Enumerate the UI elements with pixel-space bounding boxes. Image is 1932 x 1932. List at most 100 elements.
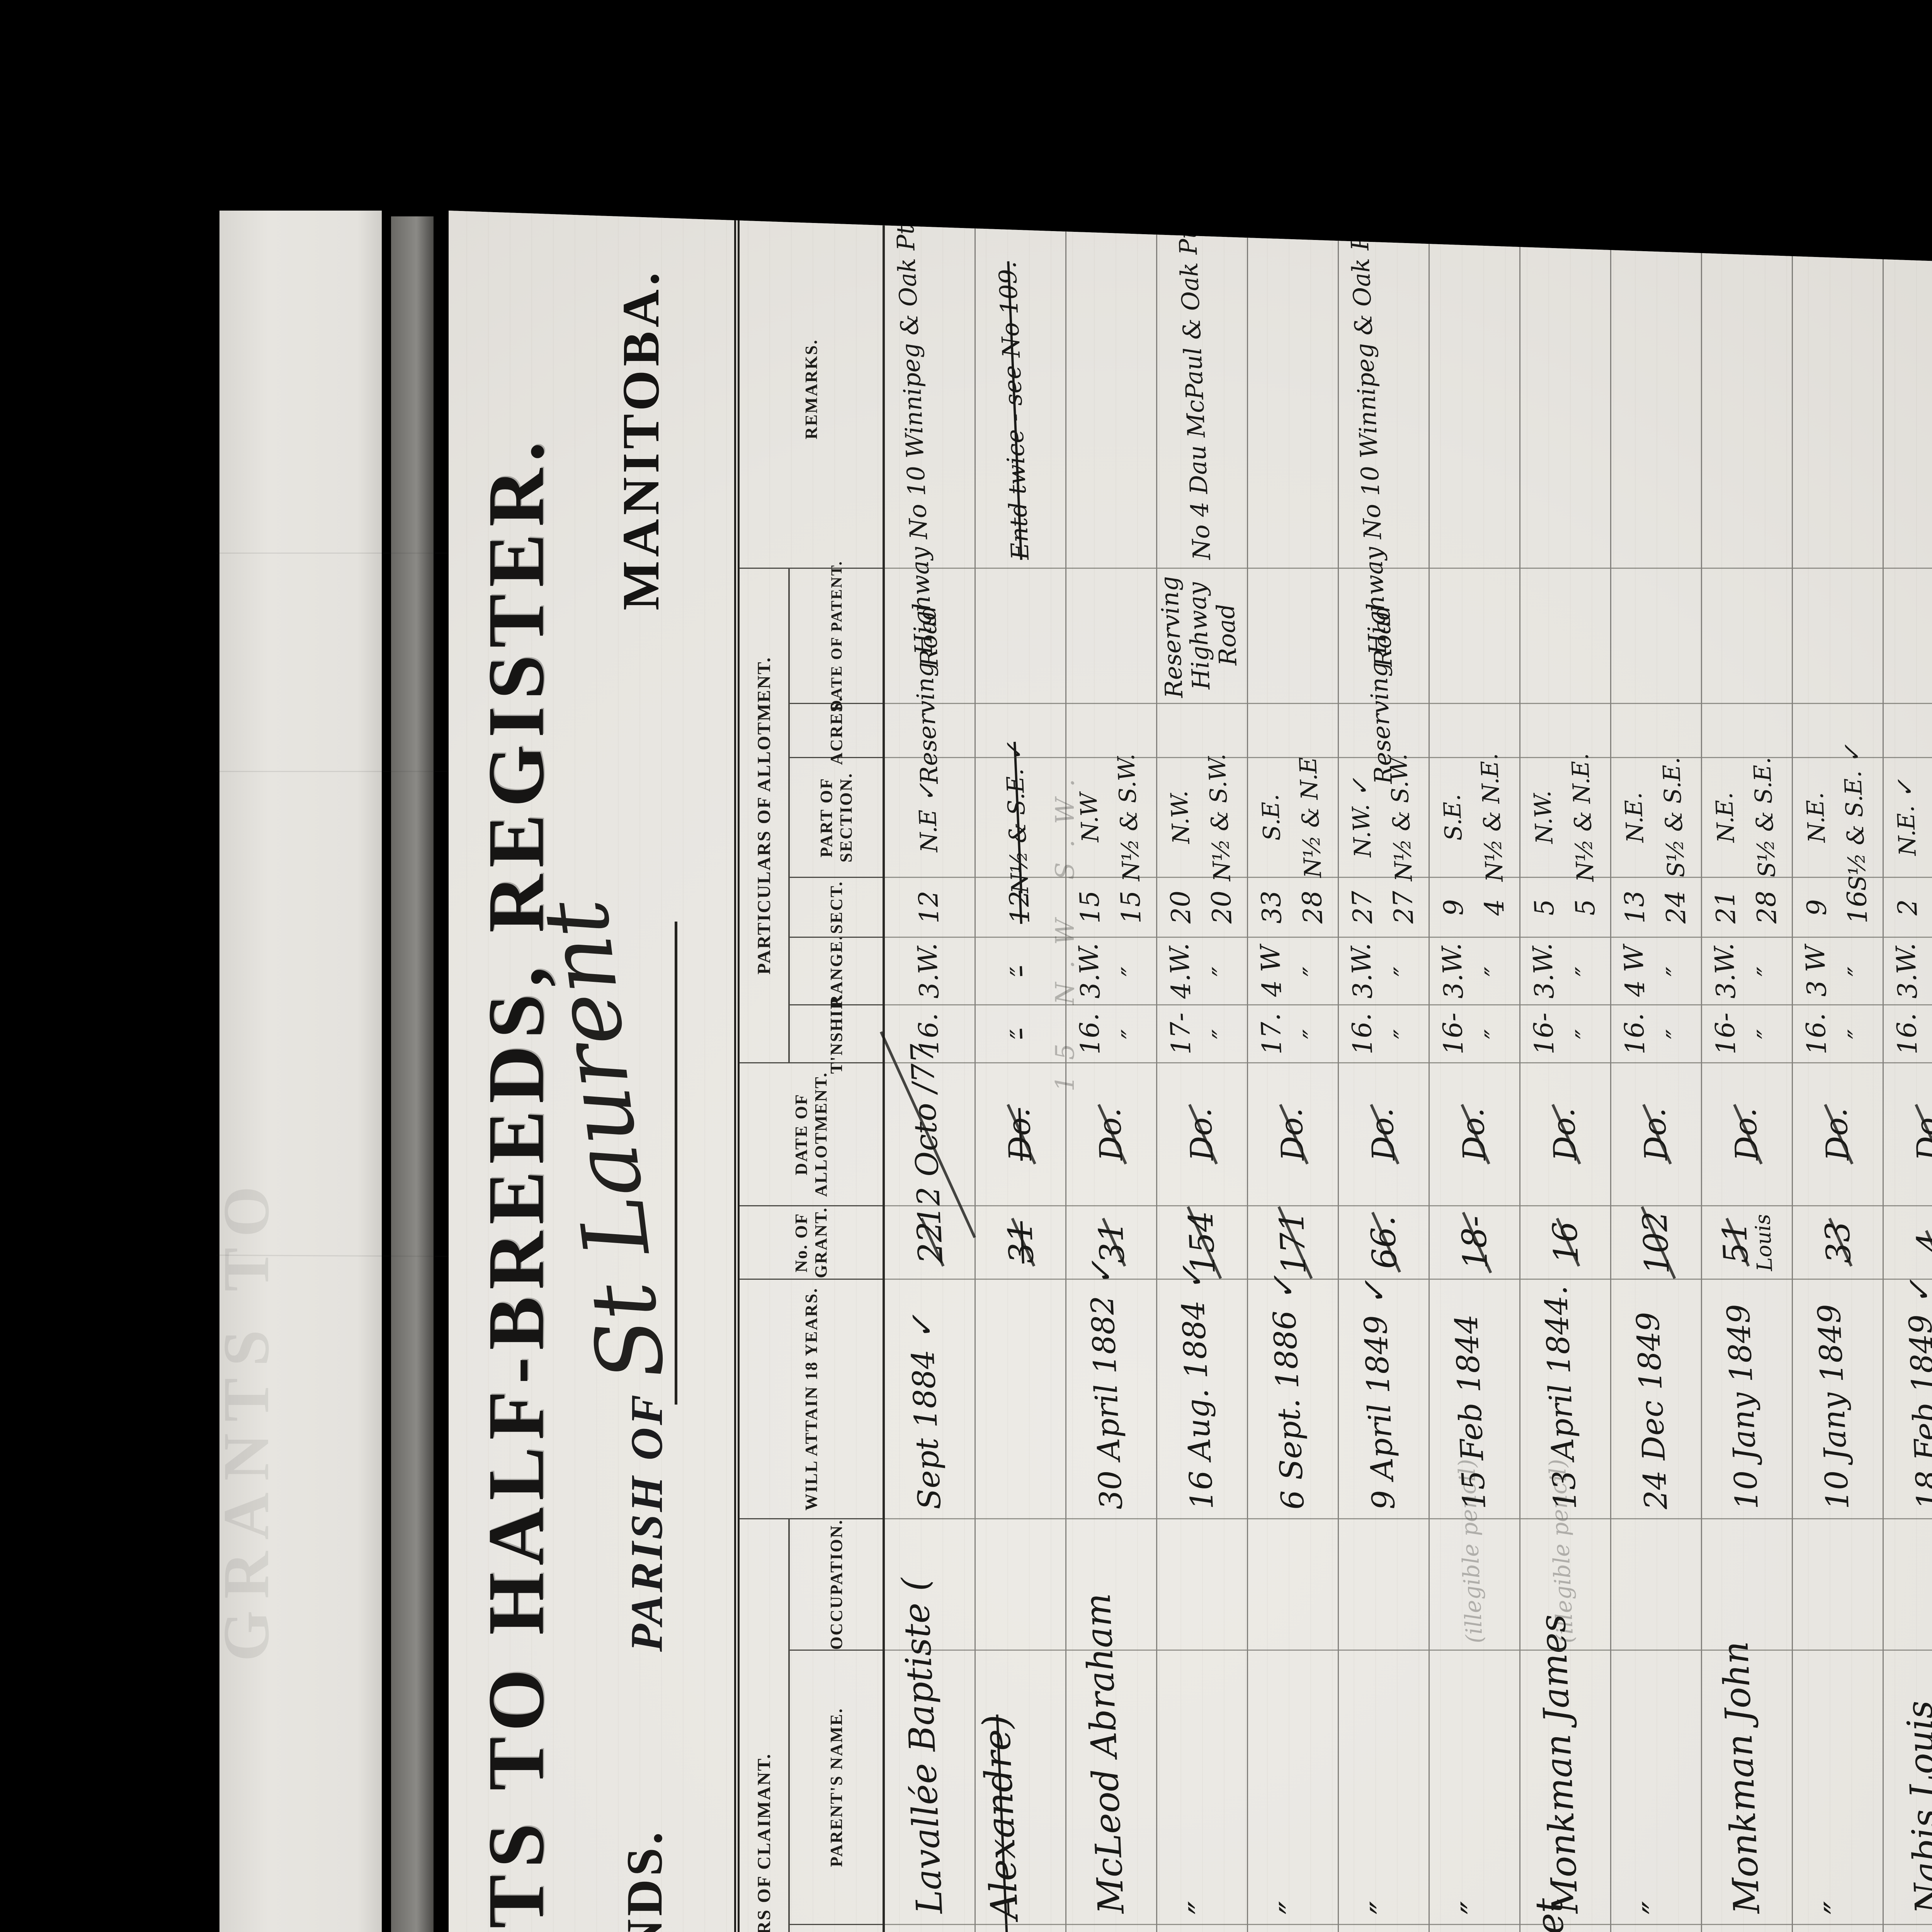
allotment-value: 12: [913, 890, 945, 925]
allotment-value: N½ & S.W.: [1112, 753, 1145, 882]
allotment-value: ″: [1661, 965, 1692, 977]
cell-township: 17- ″: [1157, 1005, 1247, 1063]
cell-acres: [1702, 704, 1792, 758]
cell-acres: [1248, 704, 1338, 758]
header-claimant-group: PARTICULARS OF CLAIMANT.: [740, 1519, 790, 1932]
film-ghost-bleedthrough: GRANTS TO: [209, 1175, 284, 1662]
cell-range: 3.W.: [885, 938, 975, 1005]
will-attain-date: 24 Dec 1849: [1629, 1311, 1674, 1511]
allotment-value: ″: [1005, 965, 1036, 977]
allotment-value: N.E.: [1620, 791, 1649, 844]
allotment-value: ″: [1207, 965, 1238, 977]
allotment-value: ″: [1298, 1028, 1329, 1039]
cell-name: Ellen: [1702, 1925, 1792, 1932]
header-range: RANGE.: [790, 935, 883, 1007]
allotment-date: Do.: [1272, 1107, 1311, 1162]
grant-number: 171: [1272, 1210, 1314, 1275]
cell-range: 3.W. ″: [1702, 938, 1792, 1005]
cell-allotment-date: Do.: [1430, 1063, 1519, 1206]
allotment-value: N½ & N.E: [1294, 756, 1327, 879]
cell-patent-date: [1702, 569, 1792, 704]
cell-patent-date: [1520, 569, 1610, 704]
parent-name: Monkman John: [1714, 1640, 1768, 1915]
table-row: 61/157 McLeod Baptiste ″ 16 Aug. 1884 ✓ …: [1155, 211, 1248, 1932]
cell-township: 16- ″: [1430, 1005, 1519, 1063]
grant-number: 18-: [1454, 1215, 1495, 1270]
allotment-value: ″: [1570, 965, 1601, 977]
cell-grant-no: 171: [1248, 1206, 1338, 1280]
cell-range: 3 W ″: [1793, 938, 1883, 1005]
cell-name: Marie Célina: [1248, 1925, 1338, 1932]
cell-township: 16. ″: [1793, 1005, 1883, 1063]
allotment-value: 16.: [1618, 1012, 1651, 1056]
allotment-value: 16-: [1709, 1012, 1742, 1056]
allotment-value: 4.W.: [1164, 942, 1197, 1000]
allotment-value: ″: [1388, 1028, 1420, 1039]
film-page-edge-sliver: [391, 216, 434, 1932]
cell-grant-no: 16: [1520, 1206, 1610, 1280]
parent-name: ″: [1272, 1900, 1314, 1915]
allotment-value: 5: [1570, 898, 1601, 917]
cell-occupation: [976, 1519, 1065, 1651]
allotment-value: 16.: [1800, 1012, 1833, 1056]
allotment-value: ″: [1479, 1028, 1510, 1039]
allotment-value: 16-: [1437, 1012, 1469, 1056]
cell-remarks: No 4 Dau McPaul & Oak Pt: [1157, 211, 1247, 569]
parent-name: ″: [1453, 1900, 1495, 1915]
cell-will-attain: 30 April 1882 ✓: [1066, 1259, 1156, 1519]
allotment-value: 3.W.: [1709, 942, 1742, 1000]
cell-will-attain: 10 Jany 1849: [1793, 1280, 1883, 1519]
cell-patent-date: Reserving Highway Road: [1155, 569, 1247, 704]
cell-allotment-date: Do.: [1611, 1063, 1701, 1206]
cell-acres: [1520, 704, 1610, 758]
dominion-lands-label: DOMINION LANDS.: [615, 1829, 674, 1932]
header-part-of-section: PART OF SECTION.: [790, 758, 883, 878]
header-parent-name: PARENT'S NAME.: [790, 1651, 883, 1925]
grant-number: 31: [1092, 1220, 1132, 1265]
cell-part-of-section: N.W N½ & S.W.: [1066, 753, 1156, 882]
allotment-value: 13: [1619, 890, 1651, 925]
cell-allotment-date: Do.: [1339, 1063, 1429, 1206]
cell-allotment-date: 12 Octo /77: [885, 1043, 975, 1226]
table-row: 1459/155✓ Lavallée Louis Lavallée Baptis…: [885, 211, 976, 1932]
cell-grant-no: 51 Louis: [1702, 1206, 1792, 1280]
cell-grant-no: 102: [1611, 1206, 1701, 1280]
cell-acres: [1611, 704, 1701, 758]
cell-will-attain: 6 Sept. 1886 ✓: [1248, 1274, 1338, 1519]
will-attain-date: 16 Aug. 1884 ✓: [1173, 1264, 1220, 1511]
film-edge-strip: [219, 211, 382, 1932]
cell-name: Lavallée Louis: [885, 1925, 975, 1932]
will-attain-date: 15 Feb 1844: [1448, 1313, 1493, 1511]
cell-remarks: [1611, 211, 1701, 569]
cell-allotment-date: Do.: [1884, 1063, 1932, 1206]
grant-number: 51: [1715, 1220, 1756, 1265]
cell-section: 22: [1884, 878, 1932, 938]
cell-will-attain: 16 Aug. 1884 ✓: [1157, 1264, 1247, 1519]
cell-remarks: [1520, 211, 1610, 569]
header-remarks: REMARKS.: [740, 211, 883, 569]
allotment-value: ″: [1752, 965, 1783, 977]
allotment-value: 21: [1709, 890, 1742, 925]
cell-occupation: [1066, 1519, 1156, 1651]
allotment-value: ″: [1479, 965, 1510, 977]
allotment-value: S½ & S.E.: [1658, 757, 1690, 878]
allotment-value: ″: [1298, 965, 1329, 977]
will-attain-date: 10 Jany 1849: [1811, 1303, 1856, 1511]
header-patent-date: DATE OF PATENT.: [790, 560, 883, 711]
allotment-value: 20: [1206, 890, 1238, 925]
cell-township: 16. ″: [1066, 1005, 1156, 1063]
table-row: 63/159✓ Alexandre ″ 9 April 1849 ✓ 66. D…: [1339, 211, 1430, 1932]
allotment-value: 3.W.: [1345, 942, 1379, 1000]
allotment-value: 3.W.: [1890, 942, 1923, 1000]
allotment-value: N.E.: [1711, 791, 1740, 844]
cell-patent-date: [1611, 569, 1701, 704]
allotment-value: ″: [1116, 1028, 1147, 1039]
register-page: GRANTS TO HALF-BREEDS, REGISTER. DOMINIO…: [449, 211, 1932, 1932]
will-attain-date: 6 Sept. 1886 ✓: [1264, 1274, 1311, 1511]
allotment-date: Do.: [1545, 1107, 1583, 1162]
cell-township: 16. ″: [1611, 1005, 1701, 1063]
will-attain-date: 9 April 1849 ✓: [1355, 1279, 1402, 1511]
cell-occupation: (illegible pencil): [1520, 1458, 1610, 1651]
cell-will-attain: 18 Feb 1849 ✓: [1884, 1278, 1932, 1519]
